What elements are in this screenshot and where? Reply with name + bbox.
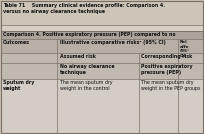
- Text: The mean sputum dry
weight in the control: The mean sputum dry weight in the contro…: [60, 80, 112, 91]
- Bar: [1, 1, 203, 25]
- Text: No airway clearance
technique: No airway clearance technique: [60, 64, 114, 75]
- Text: The mean sputum dry
weight in the PEP groups: The mean sputum dry weight in the PEP gr…: [141, 80, 200, 91]
- Text: Comparison 4. Positive expiratory pressure (PEP) compared to no: Comparison 4. Positive expiratory pressu…: [3, 32, 176, 37]
- Text: Illustrative comparative risks² (95% CI): Illustrative comparative risks² (95% CI): [60, 40, 166, 45]
- Bar: [1, 79, 203, 133]
- Text: Table 71    Summary clinical evidence profile: Comparison 4.: Table 71 Summary clinical evidence profi…: [3, 3, 165, 8]
- Text: Sputum dry
weight: Sputum dry weight: [3, 80, 34, 91]
- Text: Outcomes: Outcomes: [3, 40, 30, 45]
- Bar: [1, 31, 203, 39]
- Text: Corresponding risk: Corresponding risk: [141, 54, 192, 59]
- Bar: [1, 39, 203, 53]
- Bar: [1, 63, 203, 79]
- Bar: [1, 53, 203, 63]
- Text: versus no airway clearance technique: versus no airway clearance technique: [3, 9, 105, 14]
- Text: Rel
effe
(95°
CI): Rel effe (95° CI): [180, 40, 190, 58]
- Bar: [1, 25, 203, 31]
- Text: Assumed risk: Assumed risk: [60, 54, 96, 59]
- Text: Positive expiratory
pressure (PEP): Positive expiratory pressure (PEP): [141, 64, 193, 75]
